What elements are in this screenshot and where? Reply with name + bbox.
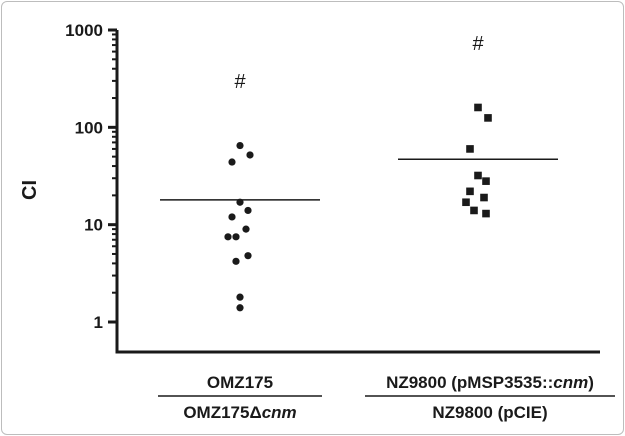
- axes: 1 10 100 1000 CI: [19, 21, 600, 354]
- data-point: [466, 187, 474, 196]
- data-point: [484, 114, 492, 122]
- data-point: [236, 198, 244, 206]
- data-point: [232, 257, 240, 265]
- category-label-bottom: NZ9800 (pCIE): [432, 403, 547, 422]
- category-label-top: NZ9800 (pMSP3535::cnm): [386, 373, 594, 392]
- significance-annotation: #: [234, 71, 246, 93]
- data-point: [462, 198, 470, 207]
- data-point: [244, 206, 252, 215]
- data-point: [470, 206, 478, 215]
- category-label-italic: cnm: [553, 373, 588, 392]
- significance-annotation: #: [472, 33, 484, 55]
- data-point: [474, 103, 482, 112]
- data-point: [236, 293, 244, 301]
- data-point: [242, 225, 250, 233]
- data-point: [228, 158, 236, 166]
- category-label-text: NZ9800 (pMSP3535::: [386, 373, 553, 392]
- category-label-bottom: OMZ175Δcnm: [183, 403, 296, 422]
- data-point: [224, 233, 232, 241]
- y-tick-label: 10: [84, 216, 103, 235]
- data-point: [232, 233, 240, 241]
- data-point: [246, 151, 254, 159]
- data-point: [482, 209, 490, 218]
- data-point: [482, 177, 490, 185]
- data-point: [236, 304, 244, 312]
- y-tick-label: 100: [75, 118, 103, 137]
- data-point: [236, 141, 244, 150]
- category-label-text: OMZ175Δ: [183, 403, 261, 422]
- data-point: [228, 213, 236, 221]
- y-tick-label: 1: [94, 313, 103, 332]
- y-axis-label: CI: [19, 180, 41, 200]
- data-point: [480, 193, 488, 202]
- category-label-top: OMZ175: [207, 373, 273, 392]
- data-point: [474, 171, 482, 180]
- y-tick-label: 1000: [65, 21, 103, 40]
- data-point: [466, 145, 474, 153]
- category-label-italic: cnm: [262, 403, 297, 422]
- category-label-text: ): [588, 373, 594, 392]
- data-marks: ##: [160, 33, 558, 312]
- data-point: [244, 252, 252, 260]
